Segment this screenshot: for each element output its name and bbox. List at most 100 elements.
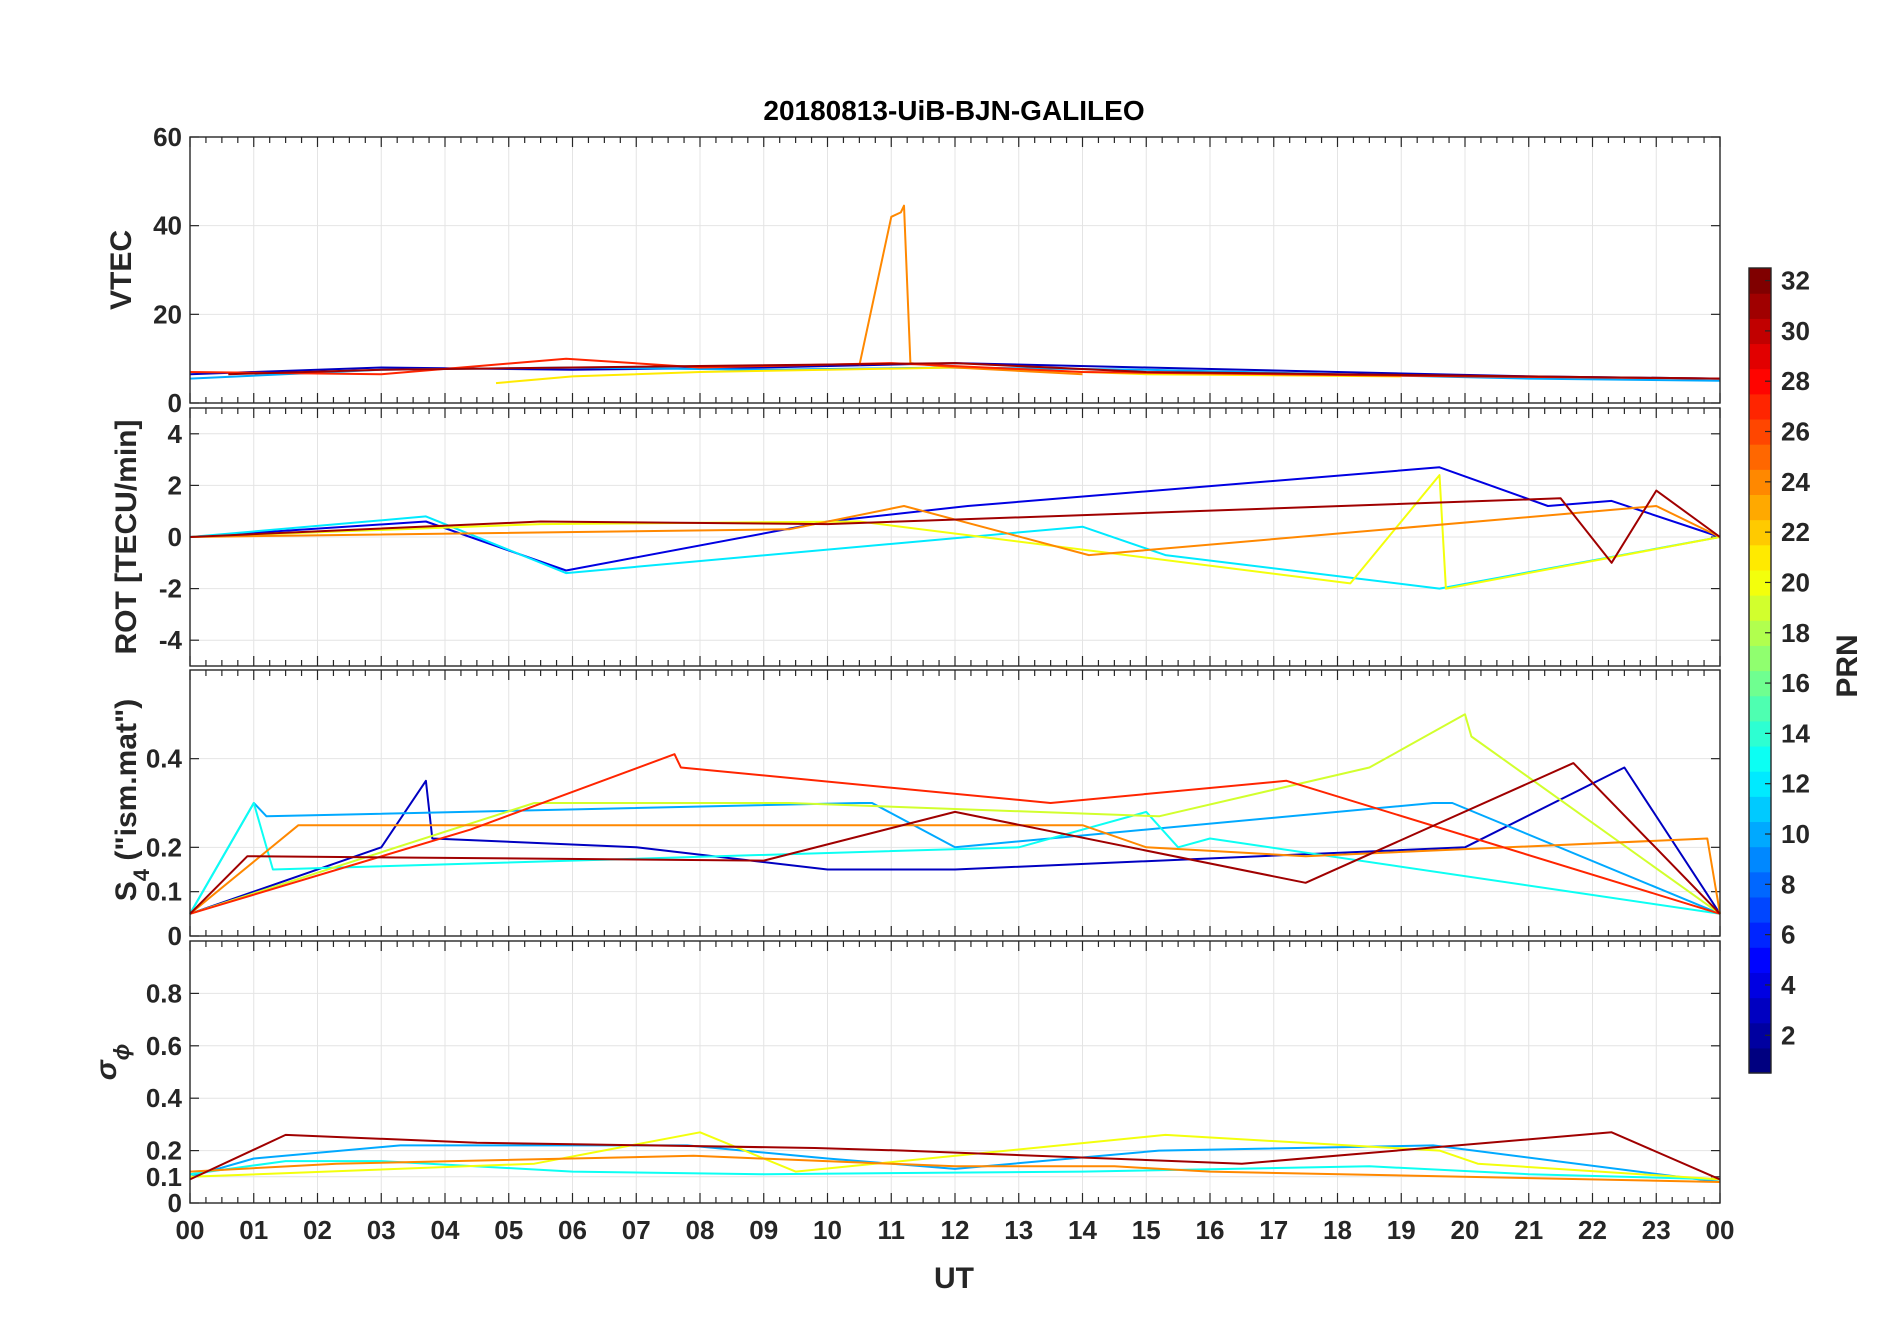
prn-series-line [189,824,1721,915]
colorbar-segment [1749,393,1771,420]
colorbar-segment [1749,645,1771,672]
sigma-phi-ylabel-sub: ϕ [109,1044,134,1061]
y-tick-label: 0 [168,921,182,951]
figure-title: 20180813-UiB-BJN-GALILEO [763,95,1144,126]
y-tick-label: 0.4 [146,744,183,774]
colorbar-tick-label: 24 [1781,467,1810,497]
colorbar-tick-label: 4 [1781,970,1796,1000]
y-tick-label: 2 [168,470,182,500]
y-tick-label: 0.2 [146,1136,182,1166]
prn-series-line [189,466,1721,572]
prn-series-line [189,802,1721,915]
s4-ylabel-main: S [110,881,143,901]
x-tick-label: 10 [813,1215,842,1245]
sigma-phi-ylabel-main: σ [90,1059,123,1080]
vtec-ylabel: VTEC [105,230,138,310]
y-tick-label: 0.2 [146,832,182,862]
x-tick-label: 06 [558,1215,587,1245]
y-tick-label: 0.8 [146,978,182,1008]
colorbar-label: PRN [1831,634,1864,697]
colorbar-segment [1749,896,1771,923]
colorbar-tick-label: 6 [1781,920,1795,950]
x-tick-label: 02 [303,1215,332,1245]
rot-ylabel: ROT [TECU/min] [110,420,143,655]
panel-frame [189,407,1721,667]
colorbar-tick-label: 32 [1781,266,1810,296]
colorbar-segment [1749,519,1771,546]
sigma-phi-panel: σϕ 00.10.2 0.4 0.6 0.8 00 01 02 03 04 05 06 07 08 09 1… [90,940,1734,1245]
colorbar-segment [1749,318,1771,345]
x-tick-label: 00 [176,1215,205,1245]
colorbar-segment [1749,444,1771,470]
sigma-phi-ylabel: σϕ [90,1044,134,1081]
colorbar-tick-label: 30 [1781,316,1810,346]
colorbar-segment [1749,595,1771,621]
x-tick-label: 16 [1196,1215,1225,1245]
panel-frame [189,940,1721,1204]
x-axis-title: UT [934,1262,974,1295]
colorbar-segment [1749,972,1771,999]
colorbar-segment [1749,544,1771,571]
prn-series-line [228,362,1721,380]
y-tick-label: 0.6 [146,1031,182,1061]
y-tick-label: 60 [153,122,182,152]
colorbar-segment [1749,569,1771,596]
y-tick-label: 0 [168,388,182,418]
y-tick-label: 0 [168,1188,182,1218]
colorbar-segment [1749,745,1771,772]
x-tick-label: 11 [878,1215,906,1245]
colorbar-tick-label: 12 [1781,769,1810,799]
colorbar-segment [1749,771,1771,797]
prn-series-line [189,1144,1721,1183]
y-tick-label: 0.1 [146,877,182,907]
prn-series-line [189,505,1721,557]
prn-series-line [189,1131,1721,1181]
colorbar-segment [1749,343,1771,370]
colorbar-segment [1749,947,1771,973]
prn-series-line [189,489,1721,564]
y-tick-label: 0 [168,522,182,552]
colorbar-tick-label: 28 [1781,366,1810,396]
prn-series-line [189,713,1721,915]
colorbar-tick-label: 16 [1781,668,1810,698]
colorbar-segment [1749,997,1771,1024]
colorbar-segment [1749,293,1771,319]
colorbar-segment [1749,469,1771,496]
colorbar-tick-label: 18 [1781,618,1810,648]
x-tick-label: 18 [1323,1215,1352,1245]
x-tick-label: 19 [1387,1215,1416,1245]
colorbar-tick-label: 20 [1781,567,1810,597]
y-tick-label: -4 [159,625,183,655]
colorbar-segment [1749,620,1771,646]
x-tick-label: 08 [686,1215,715,1245]
prn-series-line [189,753,1721,915]
s4-panel: S4 ("ism.mat") 0 0.1 0.2 0.4 [110,669,1721,951]
prn-series-line [189,474,1721,590]
colorbar-segment [1749,1047,1771,1074]
colorbar-segment [1749,268,1771,294]
rot-panel: ROT [TECU/min] -4 -2 0 2 4 [110,407,1721,667]
colorbar-segment [1749,418,1771,445]
x-tick-label: 07 [622,1215,651,1245]
colorbar-segment [1749,846,1771,873]
x-tick-label: 15 [1132,1215,1161,1245]
colorbar-segment [1749,1022,1771,1049]
x-tick-label: 20 [1451,1215,1480,1245]
panel-frame [189,136,1721,404]
colorbar-segment [1749,695,1771,722]
x-tick-label: 01 [239,1215,268,1245]
y-tick-label: 20 [153,299,182,329]
y-tick-label: -2 [159,574,182,604]
x-tick-label: 13 [1004,1215,1033,1245]
panel-frame [189,669,1721,937]
y-tick-label: 4 [168,419,183,449]
colorbar-segment [1749,494,1771,521]
prn-series-line [189,762,1721,915]
x-tick-label: 14 [1068,1215,1097,1245]
colorbar-segment [1749,720,1771,747]
s4-ylabel: S4 ("ism.mat") [110,699,154,901]
colorbar-segment [1749,821,1771,848]
prn-series-line [189,802,1721,915]
